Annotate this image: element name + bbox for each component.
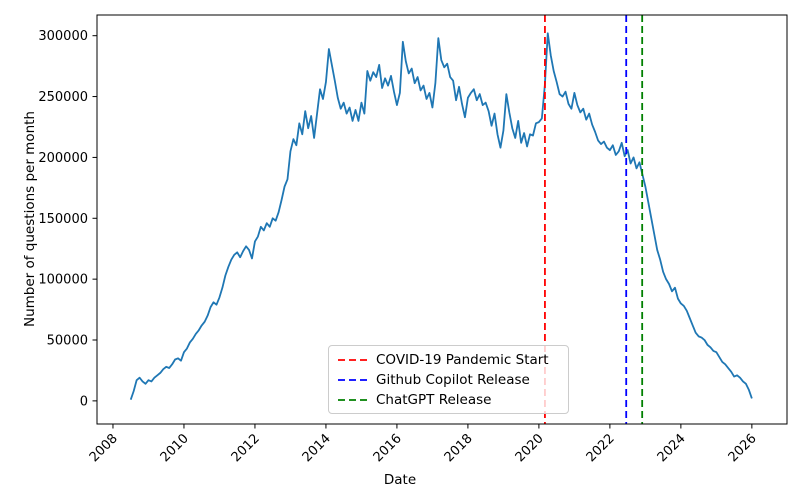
x-tick-label: 2012 — [229, 431, 263, 465]
x-tick-label: 2008 — [87, 431, 121, 465]
y-axis-label: Number of questions per month — [22, 111, 38, 328]
x-tick-label: 2020 — [513, 431, 547, 465]
legend-dash-swatch — [338, 399, 368, 401]
x-tick-label: 2010 — [158, 431, 192, 465]
legend: COVID-19 Pandemic Start Github Copilot Re… — [328, 345, 569, 414]
y-tick-label: 200000 — [38, 151, 88, 166]
x-tick-label: 2022 — [584, 431, 618, 465]
x-tick-label: 2024 — [655, 431, 689, 465]
axis-ticks — [92, 35, 753, 429]
legend-item: ChatGPT Release — [338, 390, 560, 410]
series-line-questions-per-month — [129, 32, 753, 400]
legend-item: COVID-19 Pandemic Start — [338, 350, 560, 370]
legend-dash-swatch — [338, 359, 368, 361]
y-tick-label: 150000 — [38, 212, 88, 227]
x-tick-label: 2014 — [300, 431, 334, 465]
legend-label: COVID-19 Pandemic Start — [376, 352, 549, 368]
y-tick-label: 100000 — [38, 273, 88, 288]
data-layer — [129, 15, 753, 424]
legend-item: Github Copilot Release — [338, 370, 560, 390]
y-tick-label: 0 — [80, 394, 88, 409]
x-tick-label: 2026 — [726, 431, 760, 465]
legend-dash-swatch — [338, 379, 368, 381]
x-axis-label: Date — [383, 472, 417, 488]
y-tick-label: 50000 — [47, 334, 88, 349]
y-tick-label: 250000 — [38, 90, 88, 105]
y-tick-label: 300000 — [38, 29, 88, 44]
legend-label: Github Copilot Release — [376, 372, 530, 388]
x-tick-label: 2016 — [371, 431, 405, 465]
plot-border — [96, 14, 788, 425]
x-tick-label: 2018 — [442, 431, 476, 465]
legend-label: ChatGPT Release — [376, 392, 492, 408]
